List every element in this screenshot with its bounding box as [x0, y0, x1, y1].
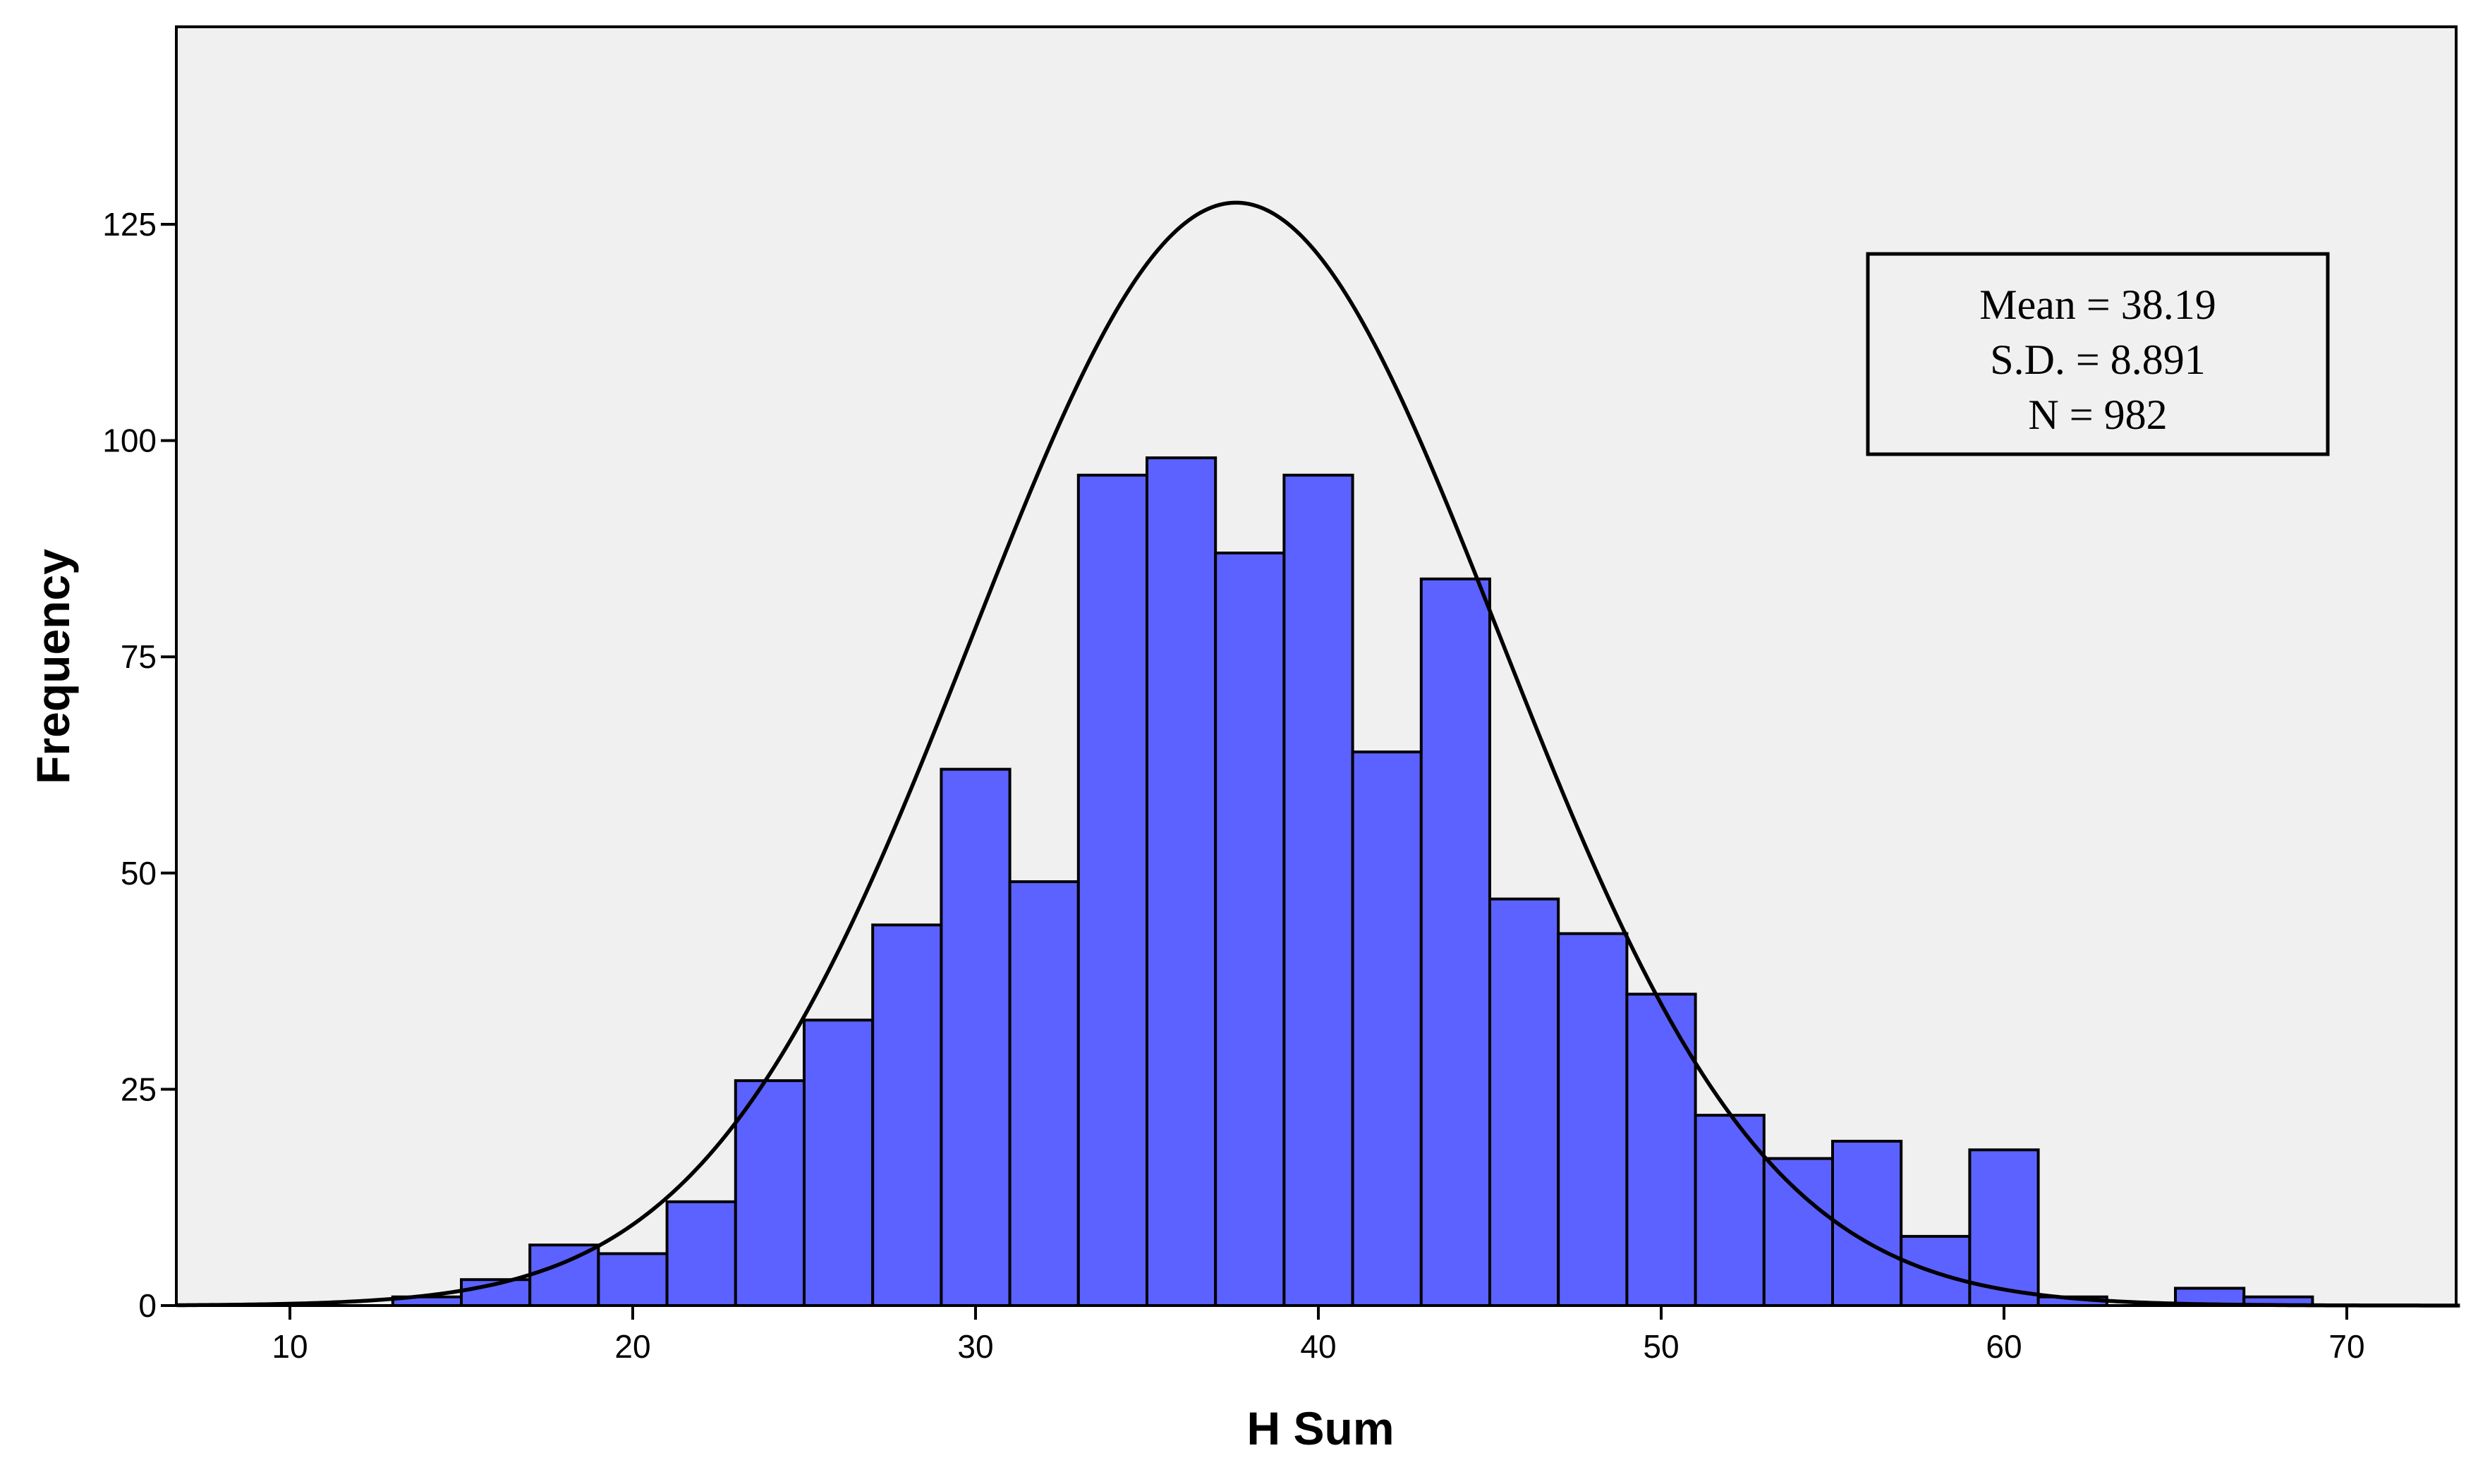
histogram-bar — [1008, 880, 1080, 1307]
histogram-bar — [1968, 1148, 2040, 1308]
histogram-bar — [665, 1200, 737, 1308]
x-tick-label: 70 — [2328, 1328, 2364, 1365]
y-tick-label: 100 — [102, 422, 157, 459]
stats-sd: S.D. = 8.891 — [1990, 336, 2206, 383]
histogram-bar — [528, 1243, 600, 1307]
y-tick-label: 50 — [121, 855, 157, 892]
stats-mean: Mean = 38.19 — [1979, 281, 2216, 328]
x-axis-title: H Sum — [1246, 1402, 1394, 1454]
x-tick-label: 60 — [1986, 1328, 2022, 1365]
y-axis-title: Frequency — [27, 549, 79, 784]
bars — [391, 456, 2314, 1308]
histogram-bar — [597, 1252, 669, 1308]
histogram-bar — [1488, 897, 1560, 1308]
x-tick-label: 10 — [272, 1328, 308, 1365]
histogram-bar — [1146, 456, 1217, 1307]
x-tick-label: 30 — [957, 1328, 993, 1365]
histogram-bar — [1831, 1139, 1903, 1308]
y-tick-label: 0 — [138, 1287, 157, 1324]
histogram-bar — [940, 767, 1012, 1307]
y-tick-label: 75 — [121, 638, 157, 675]
histogram-bar — [734, 1079, 806, 1307]
x-tick-label: 20 — [614, 1328, 650, 1365]
histogram-bar — [1625, 992, 1697, 1307]
x-tick-label: 50 — [1643, 1328, 1679, 1365]
normal-curve — [176, 200, 2460, 1308]
histogram-bar — [1762, 1157, 1835, 1307]
histogram-bar — [1214, 552, 1286, 1307]
histogram-bar — [1282, 473, 1354, 1307]
y-tick-label: 25 — [121, 1071, 157, 1107]
x-tick-label: 40 — [1300, 1328, 1336, 1365]
histogram-bar — [1076, 473, 1149, 1307]
y-tick-label: 125 — [102, 206, 157, 243]
stats-n: N = 982 — [2028, 391, 2167, 438]
axes: 10 20 30 40 50 60 70 0 25 50 75 100 125 — [102, 206, 2456, 1365]
histogram-bar — [1557, 932, 1629, 1307]
histogram-bar — [871, 923, 943, 1308]
stats-box-border — [1866, 252, 2330, 456]
histogram-bar — [803, 1018, 875, 1307]
histogram-bar — [1351, 750, 1423, 1307]
histogram-bar — [1419, 577, 1492, 1307]
histogram-bar — [1900, 1234, 1972, 1307]
stats-box: Mean = 38.19 S.D. = 8.891 N = 982 — [1866, 252, 2330, 456]
